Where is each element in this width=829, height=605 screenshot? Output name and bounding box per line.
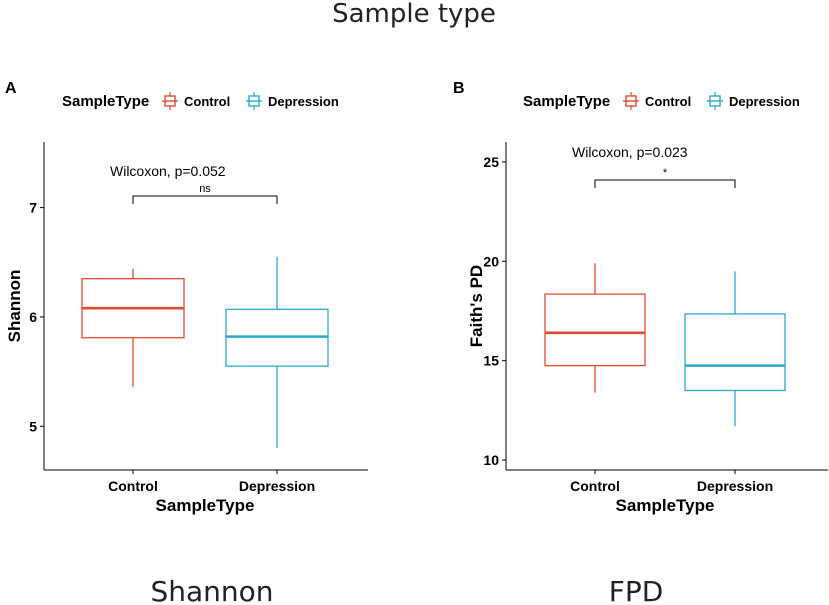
x-axis-title: SampleType [156, 496, 255, 515]
box-iqr [684, 313, 786, 392]
panel-label: B [453, 80, 465, 97]
significance-label: * [663, 167, 668, 179]
y-tick-label: 7 [29, 200, 37, 216]
legend-key-control: Control [623, 92, 691, 110]
box-control [81, 268, 185, 387]
y-tick-label: 20 [483, 253, 499, 269]
x-tick-label: Control [570, 478, 620, 494]
caption-fpd: FPD [609, 575, 664, 605]
legend-label-depression: Depression [729, 94, 800, 109]
significance-bracket [594, 179, 736, 188]
wilcoxon-label: Wilcoxon, p=0.023 [572, 144, 688, 160]
legend-key-depression: Depression [707, 92, 800, 110]
y-axis-title: Faith's PD [467, 265, 486, 347]
panel-a: A SampleType Control Depression 5 6 7 Control De… [5, 80, 368, 515]
y-tick-label: 6 [29, 309, 37, 325]
panel-b: B SampleType Control Depression 10 15 20 25 Cont… [453, 80, 828, 515]
legend: SampleType Control Depression [523, 92, 800, 110]
wilcoxon-label: Wilcoxon, p=0.052 [110, 163, 226, 179]
figure-title: Sample type [332, 0, 496, 29]
legend-title: SampleType [523, 93, 610, 110]
x-axis-title: SampleType [616, 496, 715, 515]
y-tick-label: 5 [29, 418, 37, 434]
legend-label-control: Control [645, 94, 691, 109]
y-axis-title: Shannon [5, 270, 24, 343]
significance-annotation: ns Wilcoxon, p=0.052 [110, 163, 278, 204]
legend-label-depression: Depression [268, 94, 339, 109]
y-tick-label: 10 [483, 452, 499, 468]
legend: SampleType Control Depression [62, 92, 339, 110]
panel-label: A [5, 80, 17, 97]
x-tick-label: Control [108, 478, 158, 494]
box-control [544, 263, 646, 393]
box-iqr [544, 293, 646, 367]
significance-bracket [132, 195, 278, 204]
legend-title: SampleType [62, 93, 149, 110]
legend-key-control: Control [162, 92, 230, 110]
box-depression [684, 271, 786, 427]
x-tick-label: Depression [239, 478, 315, 494]
box-depression [225, 256, 329, 449]
legend-key-depression: Depression [246, 92, 339, 110]
y-tick-label: 25 [483, 154, 499, 170]
caption-shannon: Shannon [150, 575, 273, 605]
significance-label: ns [199, 183, 211, 195]
x-tick-label: Depression [697, 478, 773, 494]
y-tick-label: 15 [483, 353, 499, 369]
significance-annotation: * Wilcoxon, p=0.023 [572, 144, 736, 188]
legend-label-control: Control [184, 94, 230, 109]
